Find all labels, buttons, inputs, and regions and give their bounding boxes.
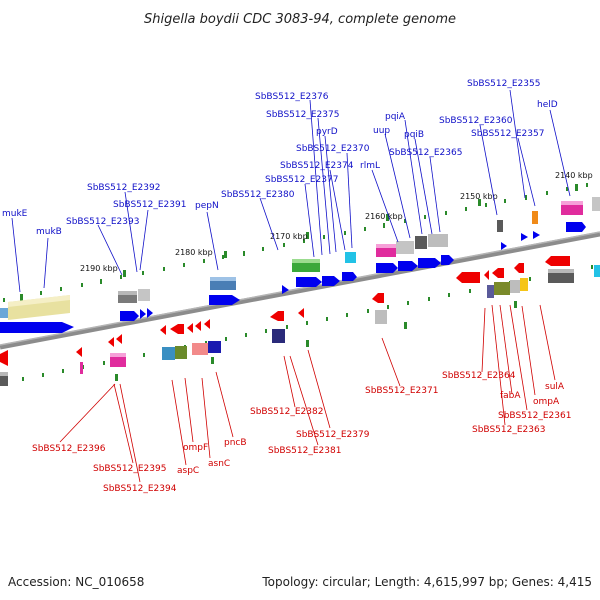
- reverse-genes: [0, 256, 570, 366]
- gene-label-SbBS512_E2357: SbBS512_E2357: [471, 129, 544, 139]
- gene-label-SbBS512_E2370: SbBS512_E2370: [296, 144, 370, 154]
- gene-label-SbBS512_E2361: SbBS512_E2361: [498, 411, 571, 421]
- gene-label-mukB: mukB: [36, 227, 62, 237]
- gene-label-asnC: asnC: [208, 459, 230, 469]
- gene-label-pqiB: pqiB: [404, 130, 424, 140]
- forward-genes: [0, 222, 586, 333]
- kbp-tick-label: 2180 kbp: [175, 248, 213, 257]
- kbp-tick-label: 2150 kbp: [460, 192, 498, 201]
- gene-label-SbBS512_E2380: SbBS512_E2380: [221, 190, 295, 200]
- gene-label-SbBS512_E2382: SbBS512_E2382: [250, 407, 323, 417]
- gene-label-pqiA: pqiA: [385, 112, 406, 122]
- kbp-tick-label: 2140 kbp: [555, 171, 593, 180]
- tick-row-forward-outer: [3, 183, 588, 302]
- gene-label-ompF: ompF: [183, 443, 208, 453]
- gene-label-mukE: mukE: [2, 209, 28, 219]
- gene-label-SbBS512_E2396: SbBS512_E2396: [32, 444, 106, 454]
- gene-label-SbBS512_E2371: SbBS512_E2371: [365, 386, 438, 396]
- gene-label-SbBS512_E2365: SbBS512_E2365: [389, 148, 462, 158]
- gene-label-SbBS512_E2355: SbBS512_E2355: [467, 79, 540, 89]
- gene-label-SbBS512_E2360: SbBS512_E2360: [439, 116, 513, 126]
- gene-label-SbBS512_E2391: SbBS512_E2391: [113, 200, 186, 210]
- forward-leaders: [11, 89, 571, 293]
- gene-label-SbBS512_E2374: SbBS512_E2374: [280, 161, 354, 171]
- gene-label-pyrD: pyrD: [316, 127, 338, 137]
- gene-label-uup: uup: [373, 126, 390, 136]
- kbp-tick-label: 2170 kbp: [270, 232, 308, 241]
- kbp-tick-label: 2160 kbp: [365, 212, 403, 221]
- kbp-tick-label: 2190 kbp: [80, 264, 118, 273]
- reverse-features: [0, 265, 600, 386]
- gene-label-SbBS512_E2364: SbBS512_E2364: [442, 371, 516, 381]
- reverse-leaders: [59, 304, 556, 483]
- gene-label-SbBS512_E2375: SbBS512_E2375: [266, 110, 339, 120]
- gene-label-SbBS512_E2395: SbBS512_E2395: [93, 464, 166, 474]
- kbp-labels: 2140 kbp 2150 kbp 2160 kbp 2170 kbp 2180…: [80, 171, 593, 273]
- gene-label-SbBS512_E2381: SbBS512_E2381: [268, 446, 341, 456]
- gene-label-rlmL: rlmL: [360, 161, 380, 171]
- reverse-gene-labels: sulA ompA SbBS512_E2361 fabA SbBS512_E23…: [32, 371, 571, 494]
- gene-label-SbBS512_E2377: SbBS512_E2377: [265, 175, 338, 185]
- gene-label-SbBS512_E2363: SbBS512_E2363: [472, 425, 545, 435]
- gene-label-ompA: ompA: [533, 397, 560, 407]
- gene-label-SbBS512_E2379: SbBS512_E2379: [296, 430, 370, 440]
- map-title: Shigella boydii CDC 3083-94, complete ge…: [144, 12, 456, 27]
- forward-gene-labels: helD SbBS512_E2355 SbBS512_E2357 SbBS512…: [2, 79, 558, 237]
- gene-label-fabA: fabA: [500, 391, 521, 401]
- gene-label-SbBS512_E2376: SbBS512_E2376: [255, 92, 329, 102]
- chromosome-backbone: [0, 231, 600, 350]
- gene-label-sulA: sulA: [545, 382, 565, 392]
- accession-text: Accession: NC_010658: [8, 575, 144, 589]
- gene-label-pncB: pncB: [224, 438, 247, 448]
- gene-label-SbBS512_E2392: SbBS512_E2392: [87, 183, 160, 193]
- forward-features: [0, 197, 600, 320]
- gene-label-aspC: aspC: [177, 466, 199, 476]
- gene-label-pepN: pepN: [195, 201, 219, 211]
- gene-label-SbBS512_E2394: SbBS512_E2394: [103, 484, 177, 494]
- gene-label-helD: helD: [537, 100, 558, 110]
- gene-label-SbBS512_E2393: SbBS512_E2393: [66, 217, 139, 227]
- summary-text: Topology: circular; Length: 4,615,997 bp…: [261, 575, 592, 589]
- major-ticks: [20, 184, 578, 381]
